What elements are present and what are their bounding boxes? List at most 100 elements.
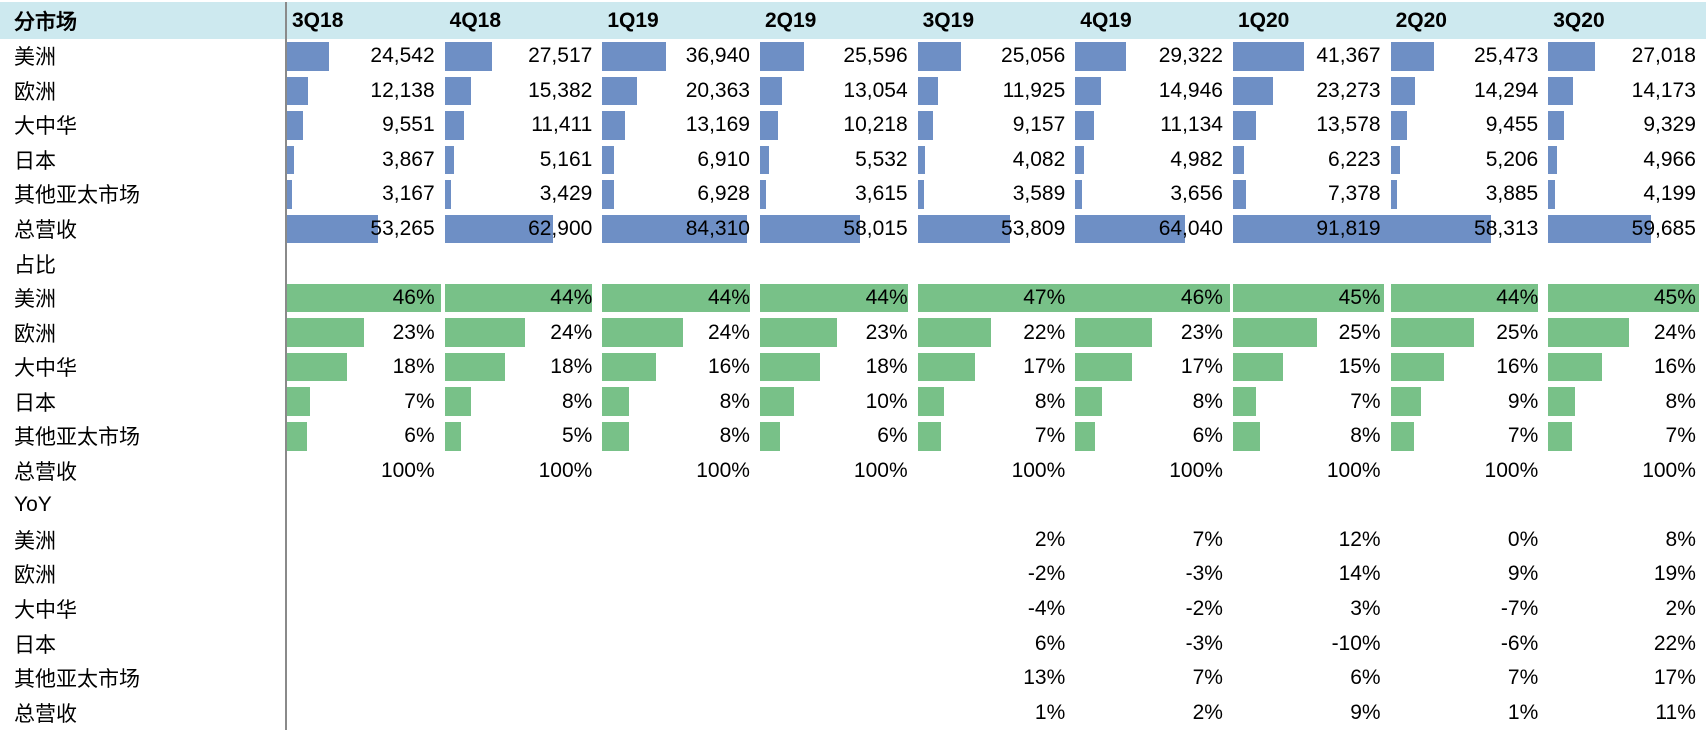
- data-cell[interactable]: 19%: [1548, 557, 1706, 592]
- table-title-cell[interactable]: 分市场: [0, 2, 287, 39]
- data-cell[interactable]: 3,429: [444, 177, 603, 212]
- row-label-cell[interactable]: 总营收: [0, 453, 287, 489]
- row-label-cell[interactable]: 其他亚太市场: [0, 177, 287, 212]
- row-label-cell[interactable]: 总营收: [0, 695, 287, 730]
- data-cell[interactable]: 10%: [759, 384, 918, 419]
- data-cell[interactable]: 2%: [1548, 592, 1706, 627]
- data-cell[interactable]: 7%: [1075, 661, 1233, 696]
- data-cell[interactable]: 25%: [1232, 315, 1391, 350]
- data-cell[interactable]: 100%: [445, 454, 603, 489]
- data-cell[interactable]: 6,928: [602, 177, 760, 212]
- data-cell[interactable]: 9%: [1390, 384, 1549, 419]
- data-cell[interactable]: 5,161: [444, 143, 603, 178]
- data-cell[interactable]: 15%: [1232, 350, 1391, 385]
- data-cell[interactable]: 4,982: [1075, 143, 1233, 178]
- data-cell[interactable]: [287, 523, 445, 558]
- data-cell[interactable]: 13,169: [602, 108, 760, 143]
- data-cell[interactable]: 44%: [602, 281, 760, 316]
- data-cell[interactable]: 11,411: [444, 108, 603, 143]
- data-cell[interactable]: 100%: [602, 454, 760, 489]
- data-cell[interactable]: 23%: [1075, 315, 1233, 350]
- data-cell[interactable]: 8%: [917, 384, 1076, 419]
- data-cell[interactable]: 12%: [1233, 523, 1391, 558]
- data-cell[interactable]: 18%: [287, 350, 445, 385]
- data-cell[interactable]: 44%: [1390, 281, 1549, 316]
- data-cell[interactable]: 84,310: [602, 212, 760, 247]
- data-cell[interactable]: 3,656: [1075, 177, 1233, 212]
- data-cell[interactable]: 64,040: [1075, 212, 1233, 247]
- data-cell[interactable]: 7%: [1390, 419, 1549, 454]
- data-cell[interactable]: 24%: [1548, 315, 1706, 350]
- data-cell[interactable]: 53,809: [917, 212, 1076, 247]
- data-cell[interactable]: 46%: [1075, 281, 1233, 316]
- data-cell[interactable]: 7%: [1548, 419, 1706, 454]
- data-cell[interactable]: 4,199: [1548, 177, 1706, 212]
- data-cell[interactable]: 0%: [1391, 523, 1549, 558]
- data-cell[interactable]: 58,313: [1390, 212, 1549, 247]
- data-cell[interactable]: 22%: [917, 315, 1076, 350]
- data-cell[interactable]: 11%: [1548, 695, 1706, 730]
- data-cell[interactable]: 44%: [444, 281, 603, 316]
- data-cell[interactable]: 16%: [1390, 350, 1549, 385]
- data-cell[interactable]: [602, 592, 760, 627]
- row-label-cell[interactable]: 总营收: [0, 211, 287, 247]
- quarter-header-cell[interactable]: 4Q18: [445, 2, 603, 39]
- data-cell[interactable]: [760, 592, 918, 627]
- data-cell[interactable]: 53,265: [287, 212, 445, 247]
- data-cell[interactable]: 17%: [917, 350, 1076, 385]
- data-cell[interactable]: 14,946: [1075, 74, 1233, 109]
- data-cell[interactable]: 7%: [287, 384, 445, 419]
- data-cell[interactable]: 7%: [917, 419, 1076, 454]
- data-cell[interactable]: -2%: [1075, 592, 1233, 627]
- data-cell[interactable]: 8%: [1548, 523, 1706, 558]
- data-cell[interactable]: 7%: [1391, 661, 1549, 696]
- row-label-cell[interactable]: 日本: [0, 142, 287, 178]
- data-cell[interactable]: 41,367: [1232, 39, 1391, 74]
- data-cell[interactable]: [760, 557, 918, 592]
- row-label-cell[interactable]: 日本: [0, 384, 287, 420]
- data-cell[interactable]: 5%: [444, 419, 603, 454]
- data-cell[interactable]: [602, 557, 760, 592]
- quarter-header-cell[interactable]: 3Q20: [1548, 2, 1706, 39]
- data-cell[interactable]: 13,054: [759, 74, 918, 109]
- data-cell[interactable]: 23%: [287, 315, 445, 350]
- data-cell[interactable]: 59,685: [1548, 212, 1706, 247]
- row-label-cell[interactable]: 欧洲: [0, 73, 287, 109]
- data-cell[interactable]: 46%: [287, 281, 445, 316]
- data-cell[interactable]: 45%: [1548, 281, 1706, 316]
- data-cell[interactable]: [287, 592, 445, 627]
- data-cell[interactable]: 100%: [287, 454, 445, 489]
- data-cell[interactable]: [602, 523, 760, 558]
- data-cell[interactable]: [445, 695, 603, 730]
- data-cell[interactable]: [445, 592, 603, 627]
- data-cell[interactable]: 29,322: [1075, 39, 1233, 74]
- data-cell[interactable]: 14,294: [1390, 74, 1549, 109]
- data-cell[interactable]: -4%: [918, 592, 1076, 627]
- data-cell[interactable]: 6%: [918, 626, 1076, 661]
- data-cell[interactable]: 58,015: [759, 212, 918, 247]
- data-cell[interactable]: -2%: [918, 557, 1076, 592]
- data-cell[interactable]: [445, 523, 603, 558]
- data-cell[interactable]: 12,138: [287, 74, 445, 109]
- quarter-header-cell[interactable]: 1Q19: [602, 2, 760, 39]
- data-cell[interactable]: 36,940: [602, 39, 760, 74]
- quarter-header-cell[interactable]: 2Q19: [760, 2, 918, 39]
- data-cell[interactable]: 1%: [918, 695, 1076, 730]
- data-cell[interactable]: 15,382: [444, 74, 603, 109]
- data-cell[interactable]: 7%: [1075, 523, 1233, 558]
- data-cell[interactable]: 100%: [1233, 454, 1391, 489]
- data-cell[interactable]: 11,134: [1075, 108, 1233, 143]
- data-cell[interactable]: 9,329: [1548, 108, 1706, 143]
- data-cell[interactable]: 44%: [759, 281, 918, 316]
- data-cell[interactable]: [445, 661, 603, 696]
- data-cell[interactable]: 45%: [1232, 281, 1391, 316]
- data-cell[interactable]: 14,173: [1548, 74, 1706, 109]
- row-label-cell[interactable]: 欧洲: [0, 315, 287, 350]
- data-cell[interactable]: [602, 695, 760, 730]
- row-label-cell[interactable]: 大中华: [0, 108, 287, 143]
- data-cell[interactable]: -3%: [1075, 626, 1233, 661]
- data-cell[interactable]: 6%: [1075, 419, 1233, 454]
- data-cell[interactable]: 13,578: [1232, 108, 1391, 143]
- data-cell[interactable]: 9,157: [917, 108, 1076, 143]
- data-cell[interactable]: 100%: [1391, 454, 1549, 489]
